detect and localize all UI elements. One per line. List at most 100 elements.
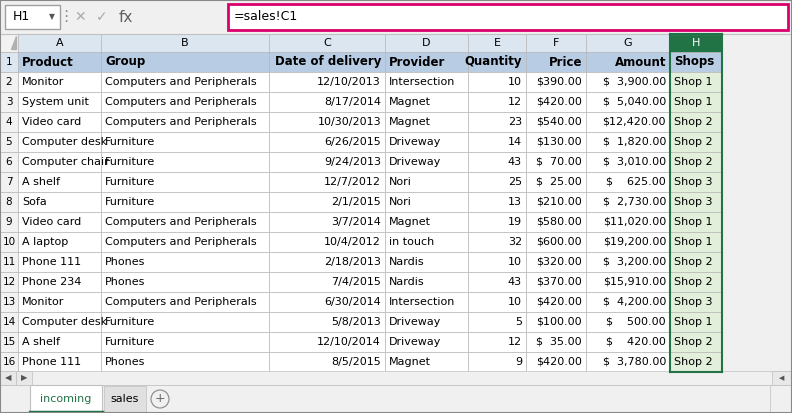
- Bar: [670, 34, 722, 52]
- Bar: [101, 92, 269, 112]
- Bar: [18, 112, 101, 132]
- Text: $    420.00: $ 420.00: [606, 337, 666, 347]
- Text: Furniture: Furniture: [105, 197, 155, 207]
- Bar: [0, 385, 792, 413]
- Text: Magnet: Magnet: [389, 97, 431, 107]
- Bar: [101, 212, 269, 232]
- Bar: [385, 132, 468, 152]
- Bar: [30, 385, 102, 412]
- Text: Shop 2: Shop 2: [674, 357, 713, 367]
- Bar: [468, 252, 526, 272]
- Text: Shop 1: Shop 1: [674, 237, 713, 247]
- Text: 14: 14: [508, 137, 522, 147]
- Text: Furniture: Furniture: [105, 177, 155, 187]
- Text: Intersection: Intersection: [389, 77, 455, 87]
- Bar: [101, 72, 269, 92]
- Text: Phone 234: Phone 234: [22, 277, 82, 287]
- Text: ✕: ✕: [74, 10, 86, 24]
- Text: 11: 11: [2, 257, 16, 267]
- Bar: [670, 272, 722, 292]
- Text: 12: 12: [2, 277, 16, 287]
- Text: Computers and Peripherals: Computers and Peripherals: [105, 97, 257, 107]
- Text: Furniture: Furniture: [105, 137, 155, 147]
- Text: Driveway: Driveway: [389, 337, 441, 347]
- Text: 9: 9: [6, 217, 13, 227]
- Text: Computers and Peripherals: Computers and Peripherals: [105, 237, 257, 247]
- Bar: [18, 352, 101, 372]
- Text: $  3,010.00: $ 3,010.00: [603, 157, 666, 167]
- Bar: [586, 352, 670, 372]
- Bar: [526, 292, 586, 312]
- Bar: [18, 252, 101, 272]
- Bar: [269, 34, 385, 52]
- Text: 6/26/2015: 6/26/2015: [324, 137, 381, 147]
- Bar: [269, 172, 385, 192]
- Text: Phones: Phones: [105, 277, 146, 287]
- Bar: [468, 34, 526, 52]
- Bar: [5, 5, 60, 29]
- Text: A shelf: A shelf: [22, 177, 60, 187]
- Bar: [586, 52, 670, 72]
- Bar: [101, 292, 269, 312]
- Text: A: A: [55, 38, 63, 48]
- Bar: [269, 352, 385, 372]
- Text: E: E: [493, 38, 501, 48]
- Bar: [269, 232, 385, 252]
- Bar: [101, 172, 269, 192]
- Text: 10/30/2013: 10/30/2013: [318, 117, 381, 127]
- Bar: [0, 52, 18, 72]
- Text: 25: 25: [508, 177, 522, 187]
- Bar: [18, 52, 101, 72]
- Bar: [385, 212, 468, 232]
- Bar: [385, 72, 468, 92]
- Bar: [586, 232, 670, 252]
- Text: Shop 3: Shop 3: [674, 177, 713, 187]
- Text: Computers and Peripherals: Computers and Peripherals: [105, 117, 257, 127]
- Bar: [586, 34, 670, 52]
- Text: Computer desk: Computer desk: [22, 317, 107, 327]
- Text: 12: 12: [508, 97, 522, 107]
- Text: Shop 3: Shop 3: [674, 297, 713, 307]
- Bar: [0, 172, 18, 192]
- Text: $  5,040.00: $ 5,040.00: [603, 97, 666, 107]
- Text: $  1,820.00: $ 1,820.00: [603, 137, 666, 147]
- Text: 10: 10: [508, 297, 522, 307]
- Text: $100.00: $100.00: [536, 317, 582, 327]
- Bar: [468, 272, 526, 292]
- Bar: [269, 152, 385, 172]
- Bar: [0, 34, 18, 52]
- Bar: [18, 192, 101, 212]
- Text: Shop 2: Shop 2: [674, 277, 713, 287]
- Text: $  3,200.00: $ 3,200.00: [603, 257, 666, 267]
- Bar: [385, 192, 468, 212]
- Text: ◀: ◀: [5, 373, 11, 382]
- Bar: [468, 192, 526, 212]
- Text: Magnet: Magnet: [389, 357, 431, 367]
- Bar: [385, 252, 468, 272]
- Bar: [385, 292, 468, 312]
- Text: 12/10/2014: 12/10/2014: [317, 337, 381, 347]
- Text: 32: 32: [508, 237, 522, 247]
- Text: 5: 5: [6, 137, 13, 147]
- Text: Shop 3: Shop 3: [674, 197, 713, 207]
- Bar: [385, 332, 468, 352]
- Bar: [468, 132, 526, 152]
- Text: $420.00: $420.00: [536, 297, 582, 307]
- Bar: [269, 52, 385, 72]
- Bar: [385, 92, 468, 112]
- Bar: [468, 112, 526, 132]
- Bar: [18, 332, 101, 352]
- Bar: [586, 332, 670, 352]
- Text: A laptop: A laptop: [22, 237, 68, 247]
- Text: Shop 2: Shop 2: [674, 257, 713, 267]
- Text: 2/18/2013: 2/18/2013: [324, 257, 381, 267]
- Text: Monitor: Monitor: [22, 77, 64, 87]
- Bar: [670, 332, 722, 352]
- Text: 9/24/2013: 9/24/2013: [324, 157, 381, 167]
- Bar: [385, 152, 468, 172]
- Text: $  4,200.00: $ 4,200.00: [603, 297, 666, 307]
- Bar: [526, 112, 586, 132]
- Bar: [0, 312, 18, 332]
- Text: $390.00: $390.00: [536, 77, 582, 87]
- Bar: [385, 34, 468, 52]
